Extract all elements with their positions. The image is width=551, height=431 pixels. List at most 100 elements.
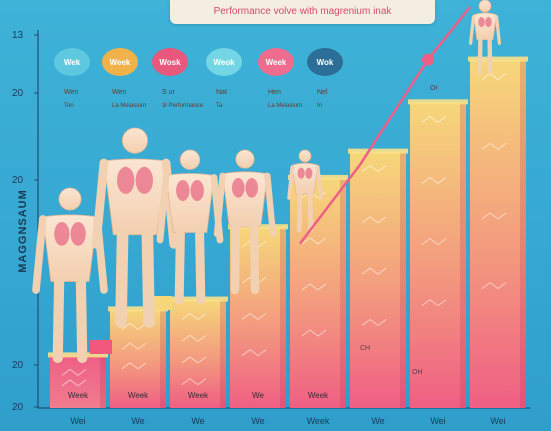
molecule-mark: [361, 216, 387, 224]
bar-cap: [348, 148, 408, 154]
figure-arm: [264, 172, 277, 238]
lung-icon: [245, 178, 258, 198]
badge-caption: Nat: [216, 89, 227, 96]
badge-label: Week: [266, 58, 287, 67]
figure-leg: [307, 191, 314, 233]
badge-caption: Wen: [64, 89, 78, 96]
y-tick-label: 13: [12, 30, 24, 41]
figure-head: [179, 149, 201, 170]
human-figure: [156, 149, 224, 305]
human-figure: [32, 187, 108, 364]
molecule-mark: [241, 349, 267, 357]
bar-shade: [520, 59, 526, 408]
bar: [470, 59, 526, 408]
lung-icon: [478, 17, 485, 28]
x-tick-label: We: [371, 416, 384, 426]
molecule-mark: [181, 334, 207, 342]
human-figure: [213, 149, 277, 295]
badge-caption: Hen: [268, 89, 281, 96]
molecule-mark: [121, 322, 147, 331]
bar-shade: [100, 355, 106, 408]
badge-caption: Ta: [216, 103, 223, 109]
molecule-mark: [421, 299, 447, 307]
figure-head: [58, 187, 82, 211]
bar-label: Week: [128, 391, 149, 400]
molecule-mark: [181, 312, 207, 321]
lung-icon: [190, 180, 204, 201]
x-tick-label: We: [191, 416, 204, 426]
badge-caption: La Melasium: [112, 103, 146, 109]
molecule-mark: [61, 379, 87, 387]
figure-arm: [156, 174, 170, 244]
figure-leg: [249, 222, 260, 295]
figure-leg: [296, 191, 303, 233]
human-figure: [468, 0, 502, 75]
figure-leg: [477, 37, 483, 75]
y-tick-label: 20: [12, 402, 24, 413]
molecule-mark: [361, 318, 387, 327]
figure-leg: [52, 276, 65, 364]
bar-label: We: [252, 391, 264, 400]
x-tick-label: Week: [307, 416, 330, 426]
badge-caption: In: [317, 103, 322, 109]
figure-head: [478, 0, 492, 13]
week-badge: Weok Nat Ta: [206, 48, 242, 109]
bar-label: Week: [188, 391, 209, 400]
badge-bubble: [258, 48, 294, 76]
y-tick-label: 20: [12, 175, 24, 186]
figure-arm: [494, 15, 502, 45]
badge-label: Wosk: [159, 58, 181, 67]
figure-arm: [91, 158, 109, 249]
molecule-mark: [361, 164, 387, 173]
molecule-mark: [61, 368, 87, 377]
badge-bubble: [54, 48, 90, 76]
molecule-mark: [181, 356, 207, 364]
molecule-mark: [301, 329, 327, 337]
trend-layer: [299, 6, 471, 245]
molecule-mark: [481, 72, 507, 81]
week-badge: Week Wen La Melasium: [102, 48, 146, 109]
badge-label: Wek: [64, 58, 81, 67]
figure-leg: [141, 228, 155, 328]
badge-label: Weok: [213, 58, 235, 67]
lung-icon: [176, 180, 190, 201]
week-badge: Wok Nel In: [307, 48, 343, 109]
lung-icon: [54, 222, 70, 246]
bar-shade: [280, 227, 286, 408]
figure-leg: [487, 37, 493, 75]
figure-torso: [291, 162, 319, 195]
badge-label: Wok: [317, 58, 334, 67]
lung-icon: [305, 167, 313, 179]
x-tick-label: Wei: [430, 416, 445, 426]
figure-head: [235, 149, 255, 169]
figure-torso: [222, 171, 268, 228]
figures: [32, 0, 502, 364]
trend-point: [422, 53, 434, 66]
molecule-mark: [181, 377, 207, 386]
molecule-mark: [421, 176, 447, 185]
figure-head: [121, 127, 149, 154]
molecule-mark: [421, 237, 447, 246]
figure-arm: [32, 215, 47, 294]
annotation: OH: [412, 369, 423, 376]
figure-torso: [165, 173, 215, 233]
bar-shade: [160, 309, 166, 408]
bar: [170, 299, 226, 408]
badges: Wek Wen Ton Week Wen La Melasium Wosk S ur 3/ Pe…: [54, 48, 343, 109]
step-block: [90, 340, 112, 354]
week-badge: Wosk S ur 3/ Performance: [152, 48, 204, 109]
badge-caption: La Melasium: [268, 103, 302, 109]
molecule-mark: [121, 362, 147, 370]
badge-caption: 3/ Performance: [162, 103, 204, 109]
bar-shade: [220, 299, 226, 408]
lung-icon: [485, 17, 492, 28]
bar: [50, 355, 106, 408]
molecule-mark: [481, 282, 507, 290]
figure-torso: [473, 12, 497, 40]
lung-icon: [70, 222, 86, 246]
trend-line: [299, 6, 471, 245]
bar-label: Week: [68, 391, 89, 400]
figure-torso: [103, 158, 167, 236]
molecule-mark: [421, 115, 447, 123]
lung-icon: [297, 167, 305, 179]
